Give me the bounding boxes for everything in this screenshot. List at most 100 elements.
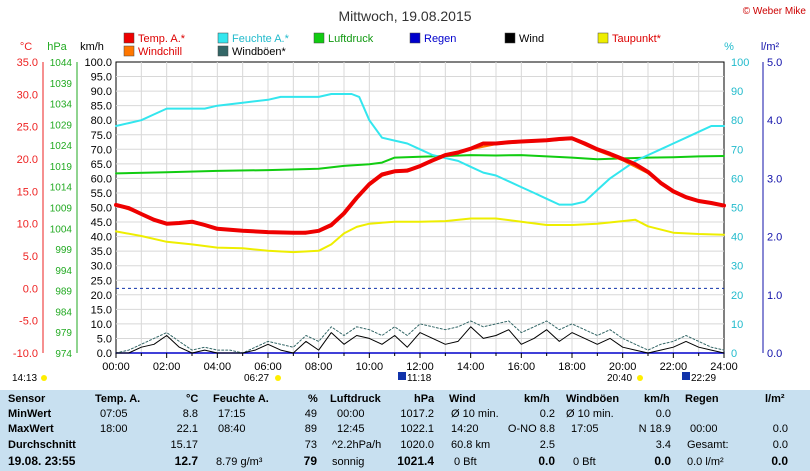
x-tick-label: 08:00	[305, 361, 333, 373]
tick-rain: 2.0	[767, 232, 782, 244]
wind-distance: 60.8 km	[451, 439, 491, 451]
row-current-label: 19.08. 23:55	[8, 454, 76, 468]
moonrise-icon	[398, 372, 406, 380]
x-tick-label: 04:00	[204, 361, 232, 373]
tick-wind: 50.0	[91, 203, 112, 215]
legend-label-humidity: Feuchte A.*	[232, 33, 290, 45]
tick-pressure: 989	[55, 287, 72, 298]
series-line-humidity	[115, 93, 725, 206]
legend-swatch-pressure	[313, 32, 325, 44]
current-gust-bft: 0 Bft	[573, 456, 596, 468]
min-temp-time: 07:05	[100, 408, 128, 420]
max-temp-time: 18:00	[100, 423, 128, 435]
header-pres-unit: hPa	[414, 393, 435, 405]
tick-temp: 25.0	[17, 122, 38, 134]
legend-label-temp: Temp. A.*	[138, 33, 186, 45]
tick-humidity: 60	[731, 173, 743, 185]
legend-swatch-dewpoint	[597, 32, 609, 44]
series-line-temp	[114, 136, 726, 235]
tick-wind: 80.0	[91, 115, 112, 127]
tick-temp: -10.0	[13, 348, 38, 360]
max-pres-time: 12:45	[337, 423, 365, 435]
legend-label-wind: Wind	[519, 33, 544, 45]
tick-wind: 95.0	[91, 72, 112, 84]
tick-wind: 100.0	[84, 57, 112, 69]
tick-temp: 30.0	[17, 89, 38, 101]
current-hum-value: 79	[303, 454, 317, 468]
tick-rain: 0.0	[767, 348, 782, 360]
tick-pressure: 974	[55, 349, 72, 360]
weather-state: sonnig	[332, 456, 365, 468]
avg-temp-value: 15.17	[170, 439, 198, 451]
tick-wind: 40.0	[91, 232, 112, 244]
header-wind-unit: km/h	[524, 393, 550, 405]
tick-temp: 5.0	[23, 251, 38, 263]
tick-pressure: 1039	[50, 79, 73, 90]
unit-rain: l/m²	[761, 41, 780, 53]
tick-pressure: 999	[55, 245, 72, 256]
series-line-pressure	[115, 154, 725, 175]
weather-chart: Mittwoch, 19.08.2015 © Weber Mike Temp. …	[12, 6, 807, 384]
min-hum-time: 17:15	[218, 408, 246, 420]
avg-pres-value: 1020.0	[400, 439, 434, 451]
legend-label-gusts: Windböen*	[232, 46, 287, 58]
max-rain-value: 0.0	[772, 423, 788, 435]
tick-humidity: 80	[731, 115, 743, 127]
legend-swatch-humidity	[217, 32, 229, 44]
row-avg-label: Durchschnitt	[8, 439, 76, 451]
moonrise-label: 11:18	[407, 373, 432, 384]
min-temp-value: 8.8	[182, 408, 198, 420]
current-wind-value: 0.0	[538, 454, 555, 468]
tick-wind: 35.0	[91, 246, 112, 258]
tick-temp: 15.0	[17, 186, 38, 198]
min-gust-time: Ø 10 min.	[566, 408, 614, 420]
current-temp-value: 12.7	[174, 454, 198, 468]
unit-temp: °C	[20, 41, 32, 53]
tick-wind: 55.0	[91, 188, 112, 200]
x-tick-label: 12:00	[406, 361, 434, 373]
x-tick-label: 02:00	[153, 361, 181, 373]
tick-pressure: 1029	[50, 120, 73, 131]
tick-humidity: 40	[731, 232, 743, 244]
legend-label-pressure: Luftdruck	[328, 33, 374, 45]
tick-wind: 20.0	[91, 290, 112, 302]
avg-wind-value: 2.5	[539, 439, 555, 451]
tick-temp: 10.0	[17, 219, 38, 231]
tick-wind: 25.0	[91, 275, 112, 287]
tick-wind: 45.0	[91, 217, 112, 229]
sunset-label: 20:40	[607, 373, 632, 384]
tick-wind: 15.0	[91, 304, 112, 316]
max-hum-time: 08:40	[218, 423, 246, 435]
legend-swatch-rain	[409, 32, 421, 44]
rain-total-label: Gesamt:	[687, 439, 729, 451]
current-gust-value: 0.0	[654, 454, 671, 468]
max-temp-value: 22.1	[176, 423, 198, 435]
header-temp: Temp. A.	[95, 393, 141, 405]
tick-humidity: 70	[731, 144, 743, 156]
min-wind-time: Ø 10 min.	[451, 408, 499, 420]
max-rain-time: 00:00	[690, 423, 718, 435]
max-gust-direction: N 18.9	[638, 423, 671, 435]
header-rain: Regen	[685, 393, 719, 405]
legend: Temp. A.* Feuchte A.* Luftdruck Regen Wind Ta…	[123, 32, 662, 58]
tick-pressure: 979	[55, 328, 72, 339]
max-gust-time: 17:05	[571, 423, 599, 435]
pressure-trend: ^2.2hPa/h	[332, 439, 382, 451]
legend-swatch-temp	[123, 32, 135, 44]
tick-rain: 4.0	[767, 115, 782, 127]
header-hum: Feuchte A.	[213, 393, 269, 405]
min-pres-time: 00:00	[337, 408, 365, 420]
tick-temp: 35.0	[17, 57, 38, 69]
min-hum-value: 49	[304, 408, 317, 420]
tick-pressure: 1019	[50, 162, 73, 173]
stats-table: Sensor Temp. A. °C Feuchte A. % Luftdruc…	[0, 390, 810, 471]
x-tick-label: 20:00	[609, 361, 637, 373]
header-wind: Wind	[449, 393, 476, 405]
x-axis: 00:00 02:00 04:00 06:00 08:00 10:00 12:00 14:00…	[102, 353, 738, 373]
copyright-label: © Weber Mike	[743, 6, 807, 17]
tick-wind: 85.0	[91, 101, 112, 113]
tick-wind: 65.0	[91, 159, 112, 171]
moonset-icon	[682, 372, 690, 380]
unit-wind: km/h	[80, 41, 104, 53]
tick-wind: 5.0	[97, 333, 112, 345]
